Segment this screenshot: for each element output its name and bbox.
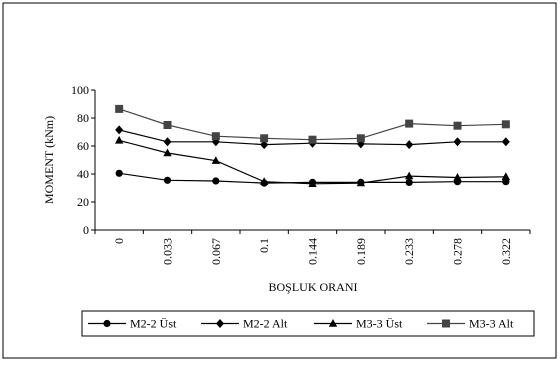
data-point <box>163 121 172 129</box>
x-tick-label: 0.278 <box>451 238 465 265</box>
legend-label: M2-2 Üst <box>130 317 177 331</box>
y-tick-label: 0 <box>83 223 89 237</box>
x-tick-label: 0.322 <box>499 238 513 265</box>
data-point <box>259 177 269 185</box>
data-point <box>405 140 414 150</box>
data-point <box>115 169 123 177</box>
data-point <box>211 156 221 164</box>
y-axis-title: MOMENT (kNm) <box>42 116 56 204</box>
series-m3-3-st <box>114 135 511 187</box>
data-point <box>260 134 269 143</box>
series-m3-3-alt <box>115 104 510 144</box>
data-point <box>308 179 317 187</box>
data-point <box>501 172 511 180</box>
data-point <box>114 135 124 144</box>
legend-label: M2-2 Alt <box>243 317 288 331</box>
x-tick-label: 0.144 <box>306 238 320 265</box>
legend: M2-2 Üst M2-2 Alt M3-3 Üst M3-3 Alt <box>81 310 535 337</box>
x-tick-label: 0.233 <box>402 238 416 265</box>
data-point <box>163 148 172 157</box>
data-point <box>356 178 366 187</box>
x-tick-label: 0.033 <box>161 238 175 265</box>
legend-item: M2-2 Üst <box>88 317 177 331</box>
x-tick-label: 0.1 <box>257 238 271 253</box>
data-point <box>115 125 124 135</box>
legend-marker <box>103 319 111 328</box>
data-point <box>453 121 462 130</box>
data-point <box>308 135 317 144</box>
legend-item: M3-3 Üst <box>314 317 403 331</box>
y-tick-label: 20 <box>77 195 89 209</box>
y-tick-label: 100 <box>71 83 89 97</box>
plot-area: 0 20 40 60 80 100 0 0.033 0.067 0.1 0.144 0.189 0.23… <box>71 83 531 265</box>
data-point <box>453 137 462 147</box>
y-tick-label: 80 <box>77 111 89 125</box>
legend-item: M3-3 Alt <box>427 317 514 331</box>
data-point <box>405 119 414 128</box>
legend-marker <box>216 319 224 328</box>
data-point <box>501 120 510 129</box>
data-point <box>115 104 124 113</box>
legend-label: M3-3 Üst <box>356 317 403 331</box>
x-tick-label: 0.067 <box>209 238 223 265</box>
y-tick-label: 40 <box>77 167 89 181</box>
data-point <box>212 177 220 185</box>
x-tick-label: 0 <box>112 238 126 244</box>
legend-item: M2-2 Alt <box>201 317 288 331</box>
legend-marker <box>442 319 450 328</box>
x-tick-label: 0.189 <box>354 238 368 265</box>
data-point <box>163 176 172 184</box>
data-point <box>404 171 414 180</box>
data-point <box>163 137 172 147</box>
x-axis-title: BOŞLUK ORANI <box>268 280 357 294</box>
y-tick-label: 60 <box>77 139 89 153</box>
data-point <box>260 140 269 150</box>
legend-marker <box>328 319 338 327</box>
data-point <box>356 134 365 143</box>
data-point <box>453 173 462 181</box>
data-point <box>211 132 220 141</box>
legend-label: M3-3 Alt <box>469 317 514 331</box>
data-point <box>405 178 413 186</box>
data-point <box>501 137 510 147</box>
